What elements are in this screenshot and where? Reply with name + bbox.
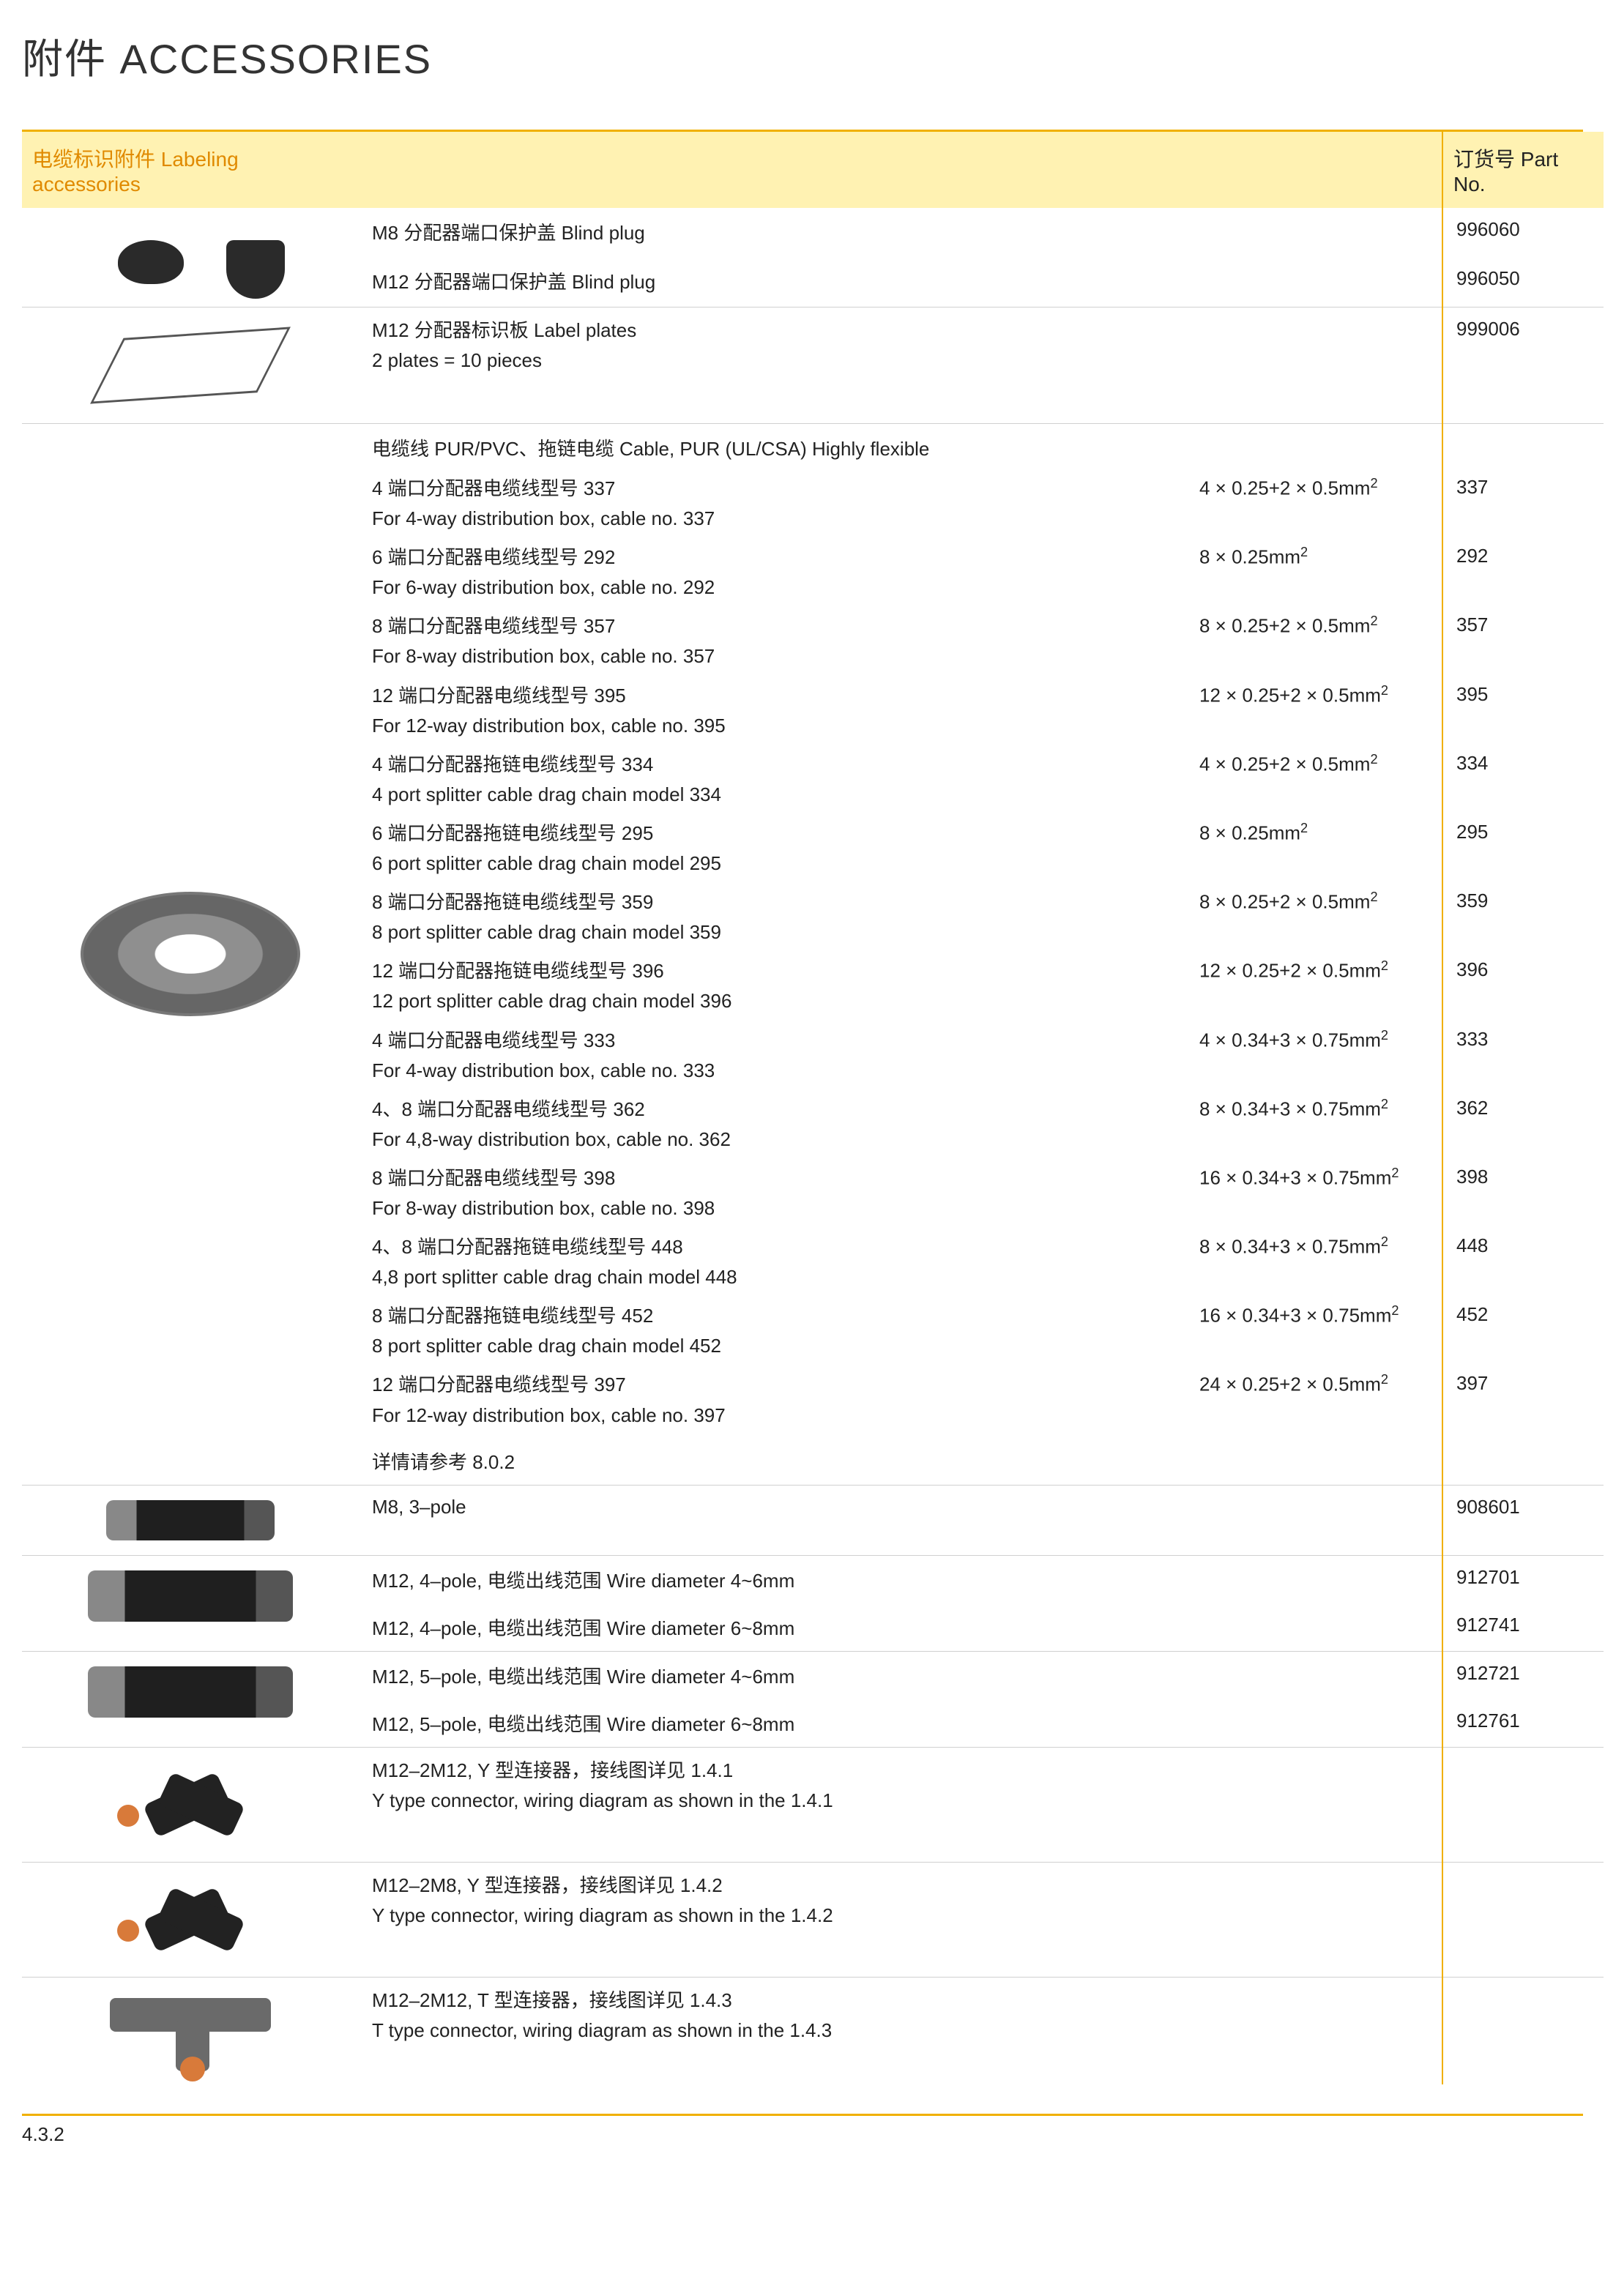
table-row: M8, 3–pole 908601 xyxy=(22,1486,1604,1556)
connector-icon xyxy=(88,1666,293,1718)
t-connector-icon xyxy=(110,1991,271,2071)
desc-cell: M12 分配器标识板 Label plates 2 plates = 10 pi… xyxy=(359,308,1442,424)
desc-cell: M12–2M12, Y 型连接器，接线图详见 1.4.1 Y type conn… xyxy=(359,1748,1442,1863)
partno-cell: 996060 xyxy=(1442,208,1604,257)
y-connector-icon xyxy=(117,1876,264,1964)
desc-cell: M8 分配器端口保护盖 Blind plug xyxy=(359,208,1442,257)
table-row: M12, 4–pole, 电缆出线范围 Wire diameter 4~6mm … xyxy=(22,1556,1604,1603)
blind-plug-icon xyxy=(118,240,184,284)
cable-section-footer: 详情请参考 8.0.2 xyxy=(359,1437,1442,1486)
header-col-desc xyxy=(359,132,1442,208)
partno-cell: 337 xyxy=(1442,471,1604,540)
page-title: 附件 ACCESSORIES xyxy=(22,26,1583,86)
desc-cell: 4 端口分配器电缆线型号 337 For 4-way distribution … xyxy=(359,471,1186,540)
desc-line: M12–2M8, Y 型连接器，接线图详见 1.4.2 xyxy=(372,1873,1429,1898)
desc-line: Y type connector, wiring diagram as show… xyxy=(372,1788,1429,1814)
partno-cell: 908601 xyxy=(1442,1486,1604,1556)
desc-line: 4 端口分配器电缆线型号 337 xyxy=(372,476,1173,502)
desc-line: For 4-way distribution box, cable no. 33… xyxy=(372,506,1173,532)
desc-cell: M12–2M8, Y 型连接器，接线图详见 1.4.2 Y type conne… xyxy=(359,1863,1442,1978)
cable-section-title: 电缆线 PUR/PVC、拖链电缆 Cable, PUR (UL/CSA) Hig… xyxy=(359,424,1442,471)
table-header-row: 电缆标识附件 Labeling accessories 订货号 Part No. xyxy=(22,132,1604,208)
desc-line: M12 分配器标识板 Label plates xyxy=(372,318,1429,343)
blind-plug-icon xyxy=(226,240,285,299)
desc-line: M12–2M12, Y 型连接器，接线图详见 1.4.1 xyxy=(372,1758,1429,1783)
desc-cell: M12, 5–pole, 电缆出线范围 Wire diameter 6~8mm xyxy=(359,1699,1442,1748)
header-col-partno: 订货号 Part No. xyxy=(1442,132,1604,208)
connector-icon xyxy=(88,1570,293,1622)
page-footer: 4.3.2 xyxy=(22,2114,1583,2146)
table-row: M8 分配器端口保护盖 Blind plug 996060 xyxy=(22,208,1604,257)
partno-cell: 912721 xyxy=(1442,1652,1604,1699)
partno-cell xyxy=(1442,1863,1604,1978)
partno-cell xyxy=(1442,424,1604,471)
partno-cell xyxy=(1442,1978,1604,2084)
partno-cell: 912741 xyxy=(1442,1603,1604,1652)
table-row: M12 分配器标识板 Label plates 2 plates = 10 pi… xyxy=(22,308,1604,424)
header-col-labeling: 电缆标识附件 Labeling accessories xyxy=(22,132,359,208)
desc-line: M12–2M12, T 型连接器，接线图详见 1.4.3 xyxy=(372,1988,1429,2013)
table-row: M12–2M8, Y 型连接器，接线图详见 1.4.2 Y type conne… xyxy=(22,1863,1604,1978)
desc-line: 2 plates = 10 pieces xyxy=(372,348,1429,373)
connector-icon xyxy=(106,1500,275,1540)
table-row: M12, 5–pole, 电缆出线范围 Wire diameter 4~6mm … xyxy=(22,1652,1604,1699)
desc-line: Y type connector, wiring diagram as show… xyxy=(372,1903,1429,1928)
desc-cell: M8, 3–pole xyxy=(359,1486,1442,1556)
cable-coil-icon xyxy=(81,892,300,1016)
desc-cell: M12 分配器端口保护盖 Blind plug xyxy=(359,257,1442,307)
partno-cell: 996050 xyxy=(1442,257,1604,307)
table-row: 电缆线 PUR/PVC、拖链电缆 Cable, PUR (UL/CSA) Hig… xyxy=(22,424,1604,471)
desc-line: T type connector, wiring diagram as show… xyxy=(372,2018,1429,2043)
spec-cell: 4 × 0.25+2 × 0.5mm2 xyxy=(1186,471,1442,540)
table-row: M12–2M12, Y 型连接器，接线图详见 1.4.1 Y type conn… xyxy=(22,1748,1604,1863)
partno-cell: 912761 xyxy=(1442,1699,1604,1748)
desc-cell: M12–2M12, T 型连接器，接线图详见 1.4.3 T type conn… xyxy=(359,1978,1442,2084)
label-plate-icon xyxy=(90,327,291,403)
partno-cell: 912701 xyxy=(1442,1556,1604,1603)
desc-cell: M12, 5–pole, 电缆出线范围 Wire diameter 4~6mm xyxy=(359,1652,1442,1699)
accessories-table: 电缆标识附件 Labeling accessories 订货号 Part No.… xyxy=(22,132,1604,2084)
y-connector-icon xyxy=(117,1761,264,1849)
partno-cell xyxy=(1442,1748,1604,1863)
partno-cell: 999006 xyxy=(1442,308,1604,424)
desc-cell: M12, 4–pole, 电缆出线范围 Wire diameter 4~6mm xyxy=(359,1556,1442,1603)
desc-cell: M12, 4–pole, 电缆出线范围 Wire diameter 6~8mm xyxy=(359,1603,1442,1652)
table-row: M12–2M12, T 型连接器，接线图详见 1.4.3 T type conn… xyxy=(22,1978,1604,2084)
